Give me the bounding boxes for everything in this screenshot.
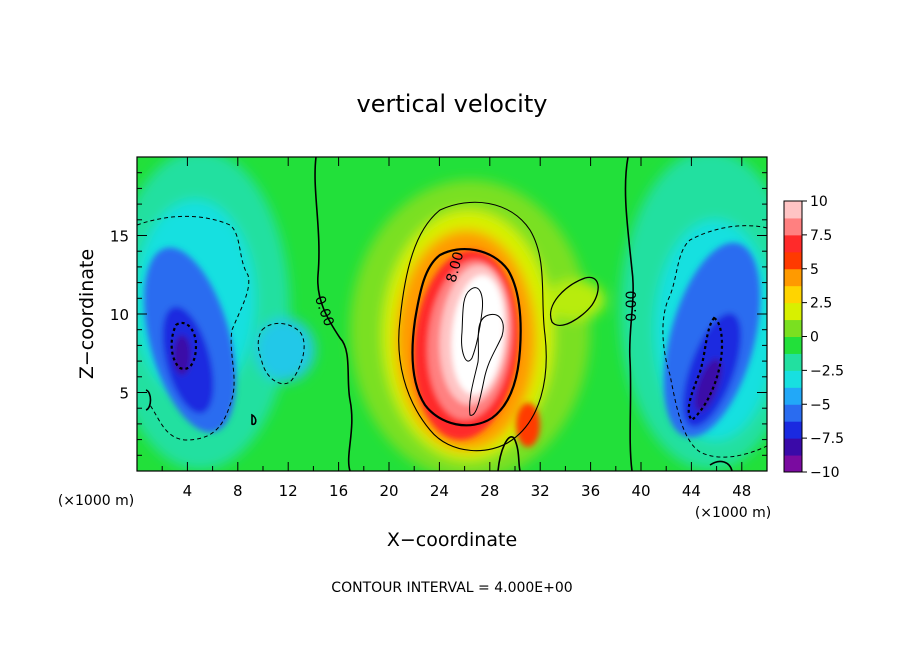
- y-tick-label: 15: [110, 228, 129, 246]
- colorbar-swatch: [784, 319, 802, 337]
- x-unit-right: (×1000 m): [695, 505, 771, 521]
- colorbar-swatch: [784, 251, 802, 270]
- colorbar-label: 0: [810, 330, 819, 346]
- x-tick-label: 40: [631, 482, 650, 500]
- x-axis-ticks: 4 8 12 16 20 24 28 32 36 40 44 48: [161, 157, 751, 500]
- contour-neg-right: [662, 225, 767, 458]
- field-blob-mid-left-cyan: [255, 318, 315, 382]
- contour-zero-right: [624, 157, 634, 471]
- colorbar-swatches: [784, 201, 802, 473]
- contour-inner-b: [469, 314, 504, 416]
- colorbar-swatch: [784, 438, 802, 456]
- contour-small-3: [709, 460, 733, 471]
- contour-zero-oval: [549, 276, 599, 327]
- colorbar-labels: 10 7.5 5 2.5 0 −2.5 −5 −7.5 −10: [802, 194, 844, 481]
- y-axis-label: Z−coordinate: [76, 249, 98, 379]
- contour-label: 0.00: [624, 291, 640, 322]
- field-blob-small-yellow: [545, 280, 605, 320]
- x-tick-label: 24: [430, 482, 449, 500]
- contour-eight: [411, 248, 522, 427]
- x-tick-label: 32: [531, 482, 550, 500]
- colorbar-swatch: [784, 387, 802, 405]
- x-axis-label: X−coordinate: [387, 529, 517, 551]
- colorbar-label: −2.5: [810, 363, 844, 379]
- colorbar-label: −5: [810, 397, 831, 413]
- contour-small-1: [145, 389, 152, 411]
- colorbar: 10 7.5 5 2.5 0 −2.5 −5 −7.5 −10: [783, 194, 844, 481]
- contour-neg-mid: [257, 323, 305, 385]
- chart-title: vertical velocity: [357, 90, 548, 118]
- x-tick-label: 48: [732, 482, 751, 500]
- x-tick-label: 36: [581, 482, 600, 500]
- x-tick-label: 4: [183, 482, 193, 500]
- colorbar-label: −7.5: [810, 431, 844, 447]
- x-unit-left: (×1000 m): [58, 493, 134, 509]
- contour-neg-left: [137, 215, 250, 441]
- contour-lines: [137, 157, 767, 471]
- y-tick-label: 10: [110, 306, 129, 324]
- contour-label: 8.00: [444, 250, 468, 284]
- contour-low-outer: [398, 201, 547, 452]
- colorbar-swatch: [784, 404, 802, 422]
- field-blob-right-purple: [694, 358, 722, 412]
- colorbar-swatch: [784, 455, 802, 473]
- colorbar-label: 5: [810, 262, 819, 278]
- contour-zero-left: [314, 157, 353, 471]
- colorbar-label: 7.5: [810, 228, 832, 244]
- colorbar-swatch: [784, 201, 802, 219]
- contour-small-2: [251, 413, 257, 426]
- colorbar-swatch: [784, 234, 802, 253]
- colorbar-swatch: [784, 353, 802, 371]
- colorbar-swatch: [784, 336, 802, 354]
- colorbar-swatch: [784, 421, 802, 439]
- x-tick-label: 44: [682, 482, 701, 500]
- contour-interval-note: CONTOUR INTERVAL = 4.000E+00: [331, 580, 572, 596]
- x-tick-label: 16: [329, 482, 348, 500]
- colorbar-swatch: [784, 285, 802, 304]
- x-tick-label: 20: [379, 482, 398, 500]
- y-tick-label: 5: [119, 385, 129, 403]
- contour-neg-left-inner: [170, 321, 198, 370]
- contour-inner-a: [461, 287, 483, 362]
- colorbar-label: −10: [810, 465, 840, 481]
- field-image: [137, 157, 767, 471]
- contour-bottom-center: [497, 436, 521, 471]
- colorbar-swatch: [784, 268, 802, 287]
- y-axis-ticks: 5 10 15: [110, 172, 767, 456]
- x-tick-label: 8: [233, 482, 243, 500]
- colorbar-swatch: [784, 217, 802, 236]
- x-tick-label: 28: [480, 482, 499, 500]
- colorbar-swatch: [784, 302, 802, 321]
- colorbar-label: 2.5: [810, 296, 832, 312]
- colorbar-swatch: [784, 370, 802, 388]
- contour-neg-right-inner: [687, 316, 724, 422]
- x-tick-label: 12: [279, 482, 298, 500]
- colorbar-label: 10: [810, 194, 828, 210]
